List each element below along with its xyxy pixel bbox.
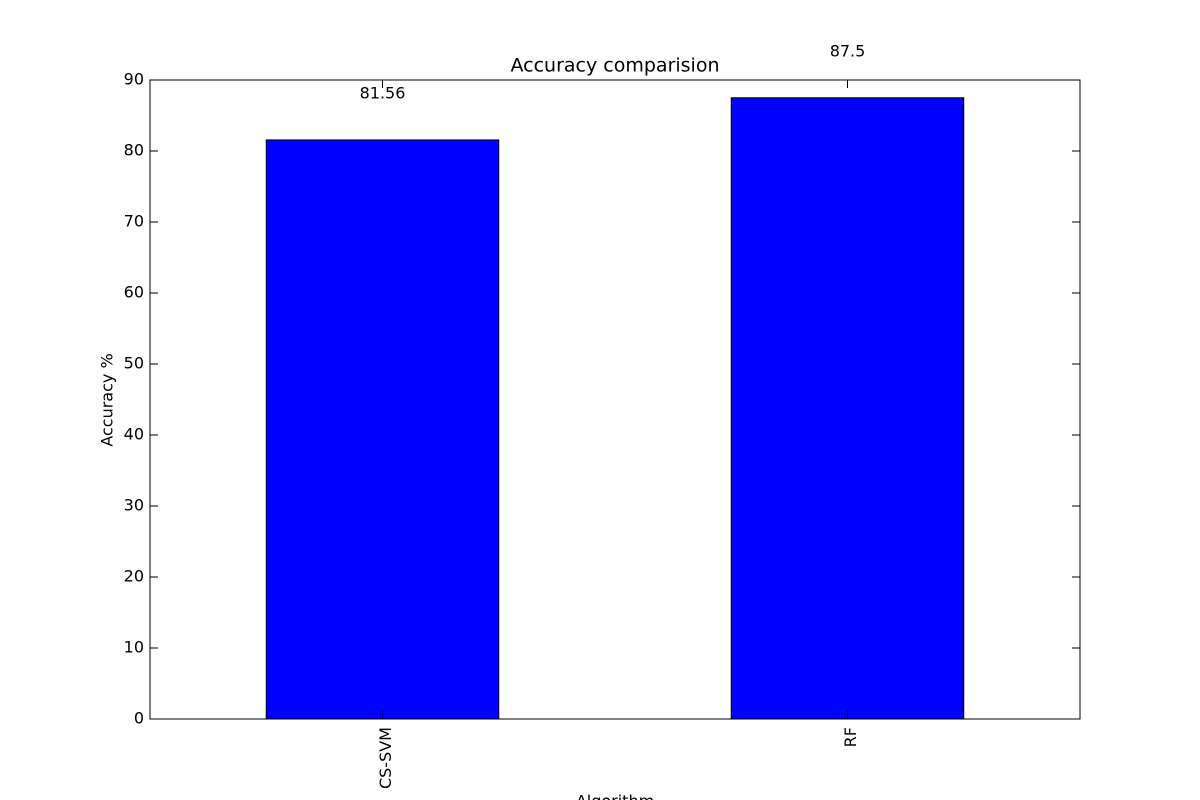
y-tick-label: 90 xyxy=(124,70,144,89)
y-tick-label: 60 xyxy=(124,283,144,302)
y-tick-label: 0 xyxy=(134,709,144,728)
y-tick-label: 50 xyxy=(124,354,144,373)
y-tick-label: 80 xyxy=(124,141,144,160)
value-label: 81.56 xyxy=(360,83,406,102)
chart-title: Accuracy comparision xyxy=(511,55,720,77)
y-tick-label: 20 xyxy=(124,567,144,586)
x-tick-label: CS-SVM xyxy=(376,727,395,789)
x-axis-label: Algorithm xyxy=(576,792,654,800)
y-tick-label: 30 xyxy=(124,496,144,515)
plot-frame xyxy=(149,79,1081,720)
y-tick-label: 10 xyxy=(124,638,144,657)
x-tick-label: RF xyxy=(841,727,860,747)
y-tick-label: 40 xyxy=(124,425,144,444)
bar xyxy=(730,97,965,720)
y-axis-label: Accuracy % xyxy=(98,353,117,446)
bar xyxy=(265,139,500,720)
value-label: 87.5 xyxy=(830,41,866,60)
y-tick-label: 70 xyxy=(124,212,144,231)
